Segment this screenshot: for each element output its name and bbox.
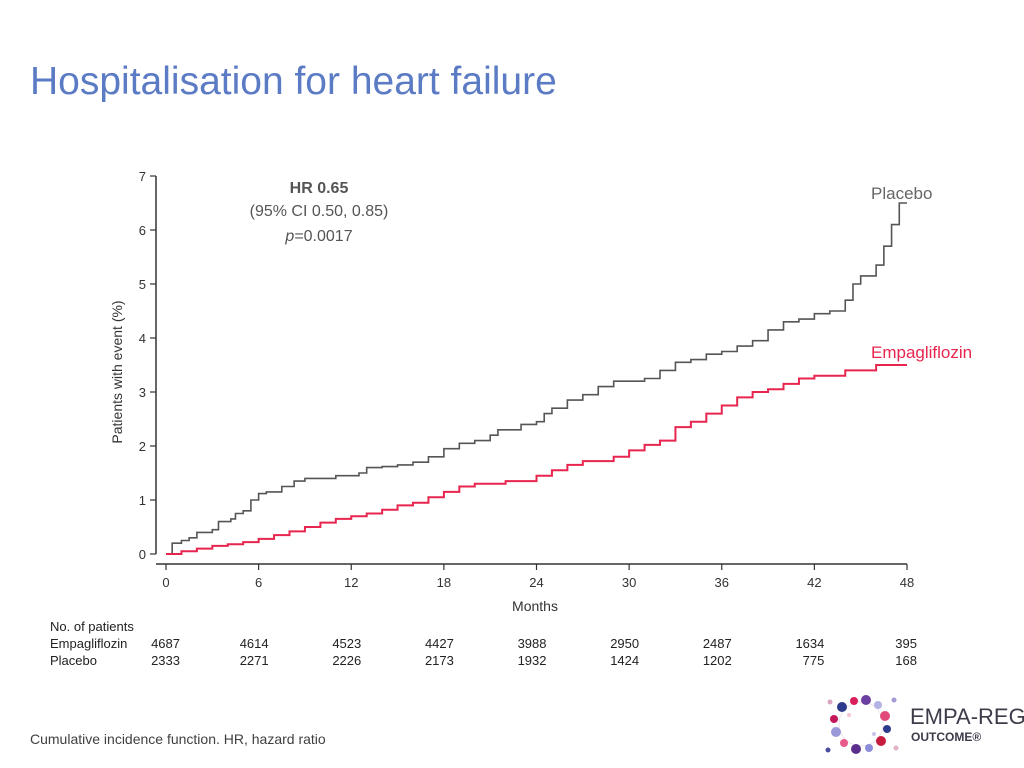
risk-table: No. of patients Empagliflozin Placebo 46… bbox=[50, 619, 917, 668]
risk-table-value: 2271 bbox=[240, 653, 269, 668]
risk-table-value: 4523 bbox=[332, 636, 361, 651]
risk-table-value: 2226 bbox=[332, 653, 361, 668]
risk-table-value: 4614 bbox=[240, 636, 269, 651]
dot-ring-icon bbox=[825, 695, 899, 754]
risk-table-value: 2487 bbox=[703, 636, 732, 651]
ci-annotation: (95% CI 0.50, 0.85) bbox=[250, 203, 389, 220]
risk-table-value: 395 bbox=[895, 636, 917, 651]
risk-table-value: 3988 bbox=[518, 636, 547, 651]
x-tick-label: 30 bbox=[622, 575, 636, 590]
y-tick-label: 3 bbox=[139, 385, 146, 400]
y-tick-label: 6 bbox=[139, 223, 146, 238]
y-tick-label: 7 bbox=[139, 169, 146, 184]
logo-text-sub: OUTCOME® bbox=[911, 730, 982, 744]
risk-table-value: 2950 bbox=[610, 636, 639, 651]
y-tick-label: 4 bbox=[139, 331, 146, 346]
risk-table-header: No. of patients bbox=[50, 619, 134, 634]
risk-table-value: 775 bbox=[803, 653, 825, 668]
x-axis-label: Months bbox=[512, 598, 558, 614]
legend-empagliflozin: Empagliflozin bbox=[871, 343, 972, 362]
risk-table-value: 168 bbox=[895, 653, 917, 668]
x-tick-label: 6 bbox=[255, 575, 262, 590]
y-tick-label: 2 bbox=[139, 439, 146, 454]
p-symbol: p bbox=[284, 228, 294, 245]
risk-table-values: 4687 4614 4523 4427 3988 2950 2487 1634 395 2333 2… bbox=[151, 636, 917, 668]
risk-row-label-empagliflozin: Empagliflozin bbox=[50, 636, 127, 651]
y-tick-label: 1 bbox=[139, 493, 146, 508]
series-line-empagliflozin bbox=[166, 364, 907, 555]
legend-placebo: Placebo bbox=[871, 184, 932, 203]
empa-reg-logo: EMPA-REG OUTCOME® bbox=[822, 690, 1024, 760]
series-line-placebo bbox=[166, 202, 907, 555]
risk-table-value: 1634 bbox=[795, 636, 824, 651]
x-tick-label: 18 bbox=[437, 575, 451, 590]
chart-series bbox=[166, 202, 907, 555]
page-title: Hospitalisation for heart failure bbox=[30, 60, 557, 103]
x-tick-label: 24 bbox=[529, 575, 543, 590]
risk-table-value: 4427 bbox=[425, 636, 454, 651]
p-annotation: p=0.0017 bbox=[284, 228, 352, 245]
x-tick-label: 0 bbox=[162, 575, 169, 590]
logo-text-main: EMPA-REG bbox=[910, 704, 1024, 729]
risk-table-value: 2173 bbox=[425, 653, 454, 668]
risk-table-value: 1932 bbox=[518, 653, 547, 668]
risk-table-value: 2333 bbox=[151, 653, 180, 668]
x-tick-label: 48 bbox=[900, 575, 914, 590]
x-tick-label: 12 bbox=[344, 575, 358, 590]
y-axis-label: Patients with event (%) bbox=[109, 300, 125, 443]
p-value: =0.0017 bbox=[294, 228, 352, 245]
risk-row-label-placebo: Placebo bbox=[50, 653, 97, 668]
footnote: Cumulative incidence function. HR, hazar… bbox=[30, 731, 326, 747]
risk-table-value: 1202 bbox=[703, 653, 732, 668]
risk-table-value: 4687 bbox=[151, 636, 180, 651]
risk-table-value: 1424 bbox=[610, 653, 639, 668]
y-tick-label: 5 bbox=[139, 277, 146, 292]
chart-axes bbox=[155, 176, 907, 565]
y-tick-label: 0 bbox=[139, 547, 146, 562]
x-tick-label: 42 bbox=[807, 575, 821, 590]
hr-annotation: HR 0.65 bbox=[290, 180, 349, 197]
x-tick-label: 36 bbox=[715, 575, 729, 590]
